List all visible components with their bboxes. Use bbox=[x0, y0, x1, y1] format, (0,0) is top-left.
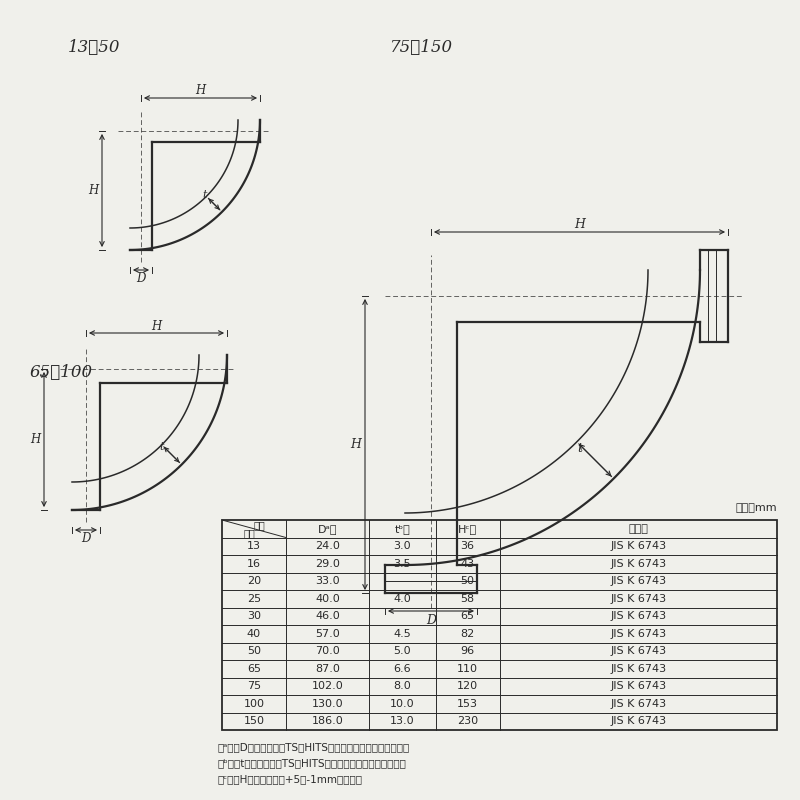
Text: 単位：mm: 単位：mm bbox=[735, 503, 777, 513]
Text: 58: 58 bbox=[461, 594, 474, 604]
Text: 33.0: 33.0 bbox=[315, 576, 340, 586]
Text: 87.0: 87.0 bbox=[315, 664, 340, 674]
Text: tᵇ）: tᵇ） bbox=[394, 524, 410, 534]
Text: 40.0: 40.0 bbox=[315, 594, 340, 604]
Text: D: D bbox=[136, 273, 146, 286]
Text: 75: 75 bbox=[247, 682, 261, 691]
Text: 25: 25 bbox=[247, 594, 261, 604]
Text: JIS K 6743: JIS K 6743 bbox=[610, 594, 666, 604]
Text: 130.0: 130.0 bbox=[312, 698, 343, 709]
Text: 4.5: 4.5 bbox=[394, 629, 411, 638]
Text: 規　格: 規 格 bbox=[628, 524, 648, 534]
Text: H: H bbox=[574, 218, 585, 231]
Bar bbox=[222, 520, 777, 730]
Text: t: t bbox=[578, 442, 582, 455]
Text: 13～50: 13～50 bbox=[68, 39, 121, 56]
Text: 36: 36 bbox=[461, 542, 474, 551]
Text: 43: 43 bbox=[461, 558, 474, 569]
Text: 50: 50 bbox=[461, 576, 474, 586]
Text: 153: 153 bbox=[457, 698, 478, 709]
Text: 100: 100 bbox=[243, 698, 265, 709]
Text: t: t bbox=[202, 190, 206, 200]
Text: JIS K 6743: JIS K 6743 bbox=[610, 629, 666, 638]
Text: 注ᵇ）　tの許容差は、TS・HITS継手受口共通寸法図による。: 注ᵇ） tの許容差は、TS・HITS継手受口共通寸法図による。 bbox=[217, 758, 406, 768]
Text: 呼径: 呼径 bbox=[243, 528, 254, 538]
Text: 6.6: 6.6 bbox=[394, 664, 411, 674]
Text: H: H bbox=[350, 438, 362, 451]
Text: 150: 150 bbox=[243, 716, 265, 726]
Text: H: H bbox=[151, 319, 162, 333]
Text: H: H bbox=[30, 433, 40, 446]
Text: t: t bbox=[160, 442, 164, 452]
Text: 30: 30 bbox=[247, 611, 261, 622]
Text: D: D bbox=[426, 614, 436, 626]
Text: Dᵃ）: Dᵃ） bbox=[318, 524, 338, 534]
Text: 230: 230 bbox=[457, 716, 478, 726]
Text: 40: 40 bbox=[247, 629, 261, 638]
Text: 50: 50 bbox=[247, 646, 261, 656]
Text: JIS K 6743: JIS K 6743 bbox=[610, 576, 666, 586]
Text: 57.0: 57.0 bbox=[315, 629, 340, 638]
Text: 82: 82 bbox=[461, 629, 474, 638]
Text: 110: 110 bbox=[457, 664, 478, 674]
Text: JIS K 6743: JIS K 6743 bbox=[610, 682, 666, 691]
Text: JIS K 6743: JIS K 6743 bbox=[610, 716, 666, 726]
Text: 16: 16 bbox=[247, 558, 261, 569]
Text: JIS K 6743: JIS K 6743 bbox=[610, 558, 666, 569]
Text: 3.0: 3.0 bbox=[394, 542, 411, 551]
Text: H: H bbox=[195, 85, 206, 98]
Text: 注ᶜ）　Hの許容差は、+5／-1mmとする。: 注ᶜ） Hの許容差は、+5／-1mmとする。 bbox=[217, 774, 362, 784]
Text: 24.0: 24.0 bbox=[315, 542, 340, 551]
Text: 記号: 記号 bbox=[253, 520, 265, 530]
Text: 8.0: 8.0 bbox=[394, 682, 411, 691]
Text: 65: 65 bbox=[247, 664, 261, 674]
Text: 29.0: 29.0 bbox=[315, 558, 340, 569]
Text: 186.0: 186.0 bbox=[311, 716, 343, 726]
Text: H: H bbox=[88, 184, 98, 197]
Text: 46.0: 46.0 bbox=[315, 611, 340, 622]
Text: JIS K 6743: JIS K 6743 bbox=[610, 542, 666, 551]
Text: JIS K 6743: JIS K 6743 bbox=[610, 646, 666, 656]
Text: 120: 120 bbox=[457, 682, 478, 691]
Text: JIS K 6743: JIS K 6743 bbox=[610, 611, 666, 622]
Text: JIS K 6743: JIS K 6743 bbox=[610, 698, 666, 709]
Text: 70.0: 70.0 bbox=[315, 646, 340, 656]
Text: 65: 65 bbox=[461, 611, 474, 622]
Text: 13.0: 13.0 bbox=[390, 716, 414, 726]
Text: 13: 13 bbox=[247, 542, 261, 551]
Text: 5.0: 5.0 bbox=[394, 646, 411, 656]
Text: 10.0: 10.0 bbox=[390, 698, 414, 709]
Text: 4.0: 4.0 bbox=[394, 594, 411, 604]
Text: 102.0: 102.0 bbox=[311, 682, 343, 691]
Text: Hᶜ）: Hᶜ） bbox=[458, 524, 477, 534]
Text: 96: 96 bbox=[461, 646, 474, 656]
Text: 20: 20 bbox=[247, 576, 261, 586]
Text: 65・100: 65・100 bbox=[30, 364, 93, 381]
Text: 75・150: 75・150 bbox=[390, 39, 453, 56]
Text: JIS K 6743: JIS K 6743 bbox=[610, 664, 666, 674]
Text: 注ᵃ）　Dの許容差は、TS・HITS継手受口共通寸法図による。: 注ᵃ） Dの許容差は、TS・HITS継手受口共通寸法図による。 bbox=[217, 742, 410, 752]
Text: D: D bbox=[82, 533, 90, 546]
Text: 3.5: 3.5 bbox=[394, 558, 411, 569]
